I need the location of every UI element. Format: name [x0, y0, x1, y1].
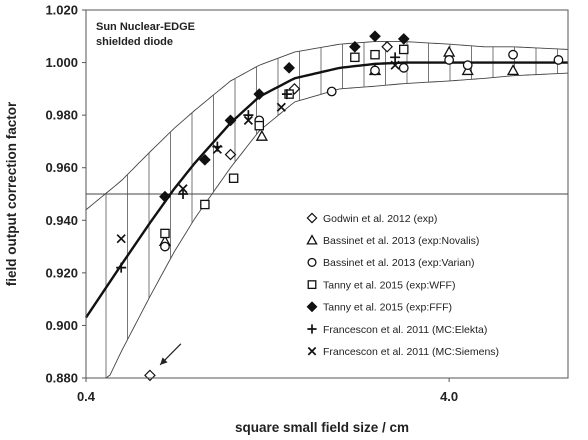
data-point-series-2 [160, 241, 170, 252]
data-point-series-6 [243, 115, 253, 126]
data-point-series-1 [506, 64, 520, 76]
data-point-series-4 [397, 33, 410, 45]
y-tick-label: 0.880 [45, 371, 78, 386]
data-point-series-3 [350, 52, 360, 63]
chart-annotation-line-1: Sun Nuclear-EDGE [96, 21, 195, 33]
x-tick-label: 0.4 [77, 389, 96, 404]
data-points [116, 30, 564, 382]
data-point-series-4 [283, 61, 295, 74]
legend-marker [307, 257, 317, 267]
y-tick-label: 0.980 [45, 108, 78, 123]
arrow-head [160, 357, 168, 365]
data-point-series-0 [224, 148, 237, 161]
x-axis: 0.4 4.0 [77, 378, 458, 404]
y-tick-label: 0.960 [45, 160, 78, 175]
data-point-series-0 [288, 83, 301, 95]
data-point-series-2 [326, 86, 337, 97]
data-point-series-0 [144, 369, 156, 382]
legend-entry: Francescon et al. 2011 (MC:Elekta) [323, 324, 487, 336]
data-point-series-1 [255, 129, 268, 141]
x-axis-title: square small field size / cm [235, 420, 409, 435]
data-point-series-4 [348, 40, 361, 53]
data-point-series-4 [224, 114, 237, 127]
legend-entry: Tanny et al. 2015 (exp:FFF) [323, 302, 452, 314]
data-point-series-2 [553, 55, 564, 65]
data-point-series-3 [228, 173, 239, 183]
data-point-series-6 [276, 102, 286, 112]
data-point-series-5 [281, 89, 292, 100]
y-tick-label: 1.000 [45, 55, 78, 70]
y-axis: 0.880 0.900 0.920 0.940 0.960 0.980 1.000 1.020 [45, 3, 86, 386]
legend-entry: Godwin et al. 2012 (exp) [323, 213, 437, 225]
data-point-series-5 [178, 189, 189, 199]
legend-entry: Bassinet et al. 2013 (exp:Varian) [323, 257, 475, 269]
data-point-series-6 [178, 184, 188, 194]
data-point-series-4 [369, 30, 381, 43]
data-point-series-2 [508, 49, 518, 60]
legend-marker [306, 301, 318, 313]
legend-entry: Tanny et al. 2015 (exp:WFF) [323, 279, 455, 291]
y-tick-label: 0.900 [45, 318, 78, 333]
plot-frame [85, 9, 569, 379]
band-upper-edge [85, 41, 569, 211]
legend-entry: Bassinet et al. 2013 (exp:Novalis) [323, 235, 479, 247]
data-point-series-6 [116, 234, 126, 244]
uncertainty-band [85, 41, 569, 379]
legend-marker [306, 234, 318, 245]
legend-entry: Francescon et al. 2011 (MC:Siemens) [323, 346, 499, 358]
data-point-series-2 [370, 65, 380, 76]
chart-annotation-line-2: shielded diode [96, 36, 173, 48]
data-point-series-3 [399, 44, 409, 55]
data-point-series-3 [200, 199, 210, 210]
legend-marker [307, 346, 317, 356]
legend-marker [306, 212, 318, 224]
y-axis-title: field output correction factor [4, 101, 19, 286]
data-point-series-3 [254, 120, 265, 131]
legend-marker [307, 280, 317, 290]
data-point-series-5 [116, 262, 127, 273]
y-tick-label: 1.020 [45, 3, 78, 18]
data-point-series-5 [243, 110, 254, 121]
y-tick-label: 0.920 [45, 265, 78, 280]
data-point-series-3 [370, 49, 380, 60]
data-point-series-5 [390, 52, 401, 63]
legend-marker [307, 324, 317, 334]
data-point-series-2 [462, 60, 473, 71]
x-tick-label: 4.0 [440, 389, 458, 404]
data-point-series-4 [159, 190, 171, 203]
legend: Godwin et al. 2012 (exp) Bassinet et al. … [306, 212, 499, 358]
data-point-series-4 [199, 153, 211, 166]
data-point-series-0 [381, 40, 393, 53]
y-tick-label: 0.940 [45, 213, 78, 228]
data-point-series-4 [253, 88, 266, 100]
data-point-series-2 [398, 62, 409, 73]
data-point-series-1 [443, 45, 456, 57]
data-point-series-2 [444, 55, 455, 65]
data-point-series-3 [160, 228, 170, 239]
data-point-series-6 [212, 144, 222, 154]
data-point-series-6 [390, 60, 400, 70]
